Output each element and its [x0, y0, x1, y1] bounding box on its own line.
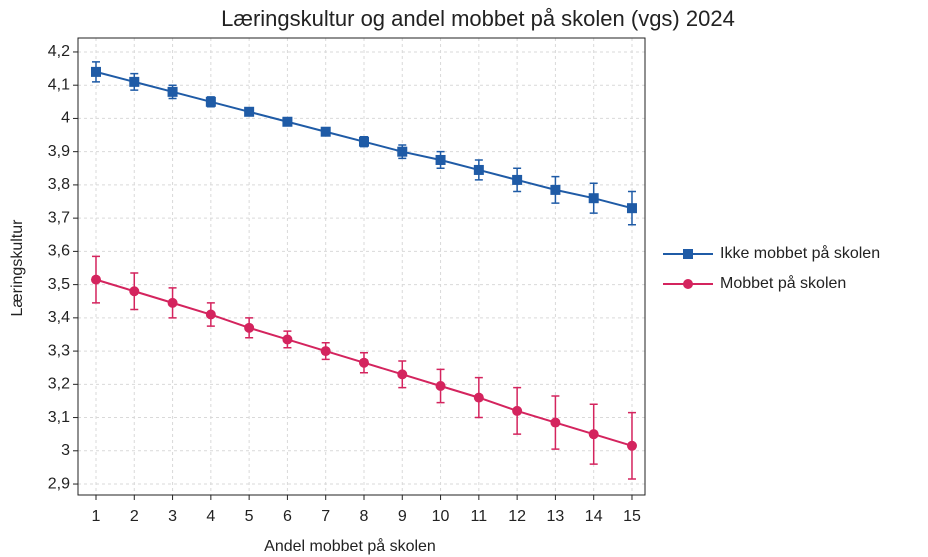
- legend-marker: [683, 249, 693, 259]
- marker: [205, 309, 216, 320]
- y-tick-label: 3,1: [48, 409, 70, 426]
- x-tick-label: 2: [130, 508, 139, 525]
- y-tick-label: 3: [61, 442, 70, 459]
- y-tick-label: 3,3: [48, 342, 70, 359]
- marker: [358, 357, 369, 368]
- marker: [244, 322, 255, 333]
- x-axis-label: Andel mobbet på skolen: [264, 537, 436, 555]
- marker: [473, 392, 484, 403]
- y-tick-label: 3,6: [48, 243, 70, 260]
- marker: [588, 193, 599, 204]
- marker: [358, 136, 369, 147]
- marker: [512, 405, 523, 416]
- x-tick-label: 6: [283, 508, 292, 525]
- x-tick-label: 11: [471, 508, 488, 525]
- y-tick-label: 3,5: [48, 276, 70, 293]
- legend-label: Mobbet på skolen: [720, 274, 846, 292]
- x-tick-label: 12: [508, 508, 526, 525]
- y-tick-label: 4,1: [48, 76, 70, 93]
- x-tick-label: 14: [585, 508, 603, 525]
- y-tick-label: 2,9: [48, 475, 70, 492]
- marker: [626, 440, 637, 451]
- x-tick-label: 5: [245, 508, 254, 525]
- marker: [626, 203, 637, 214]
- marker: [90, 274, 101, 285]
- marker: [282, 334, 293, 345]
- marker: [550, 184, 561, 195]
- marker: [397, 146, 408, 157]
- x-tick-label: 13: [547, 508, 565, 525]
- legend-marker: [683, 279, 693, 289]
- marker: [282, 116, 293, 127]
- marker: [473, 164, 484, 175]
- x-tick-label: 1: [92, 508, 101, 525]
- marker: [129, 286, 140, 297]
- marker: [205, 96, 216, 107]
- marker: [550, 417, 561, 428]
- marker: [435, 154, 446, 165]
- chart-title: Læringskultur og andel mobbet på skolen …: [221, 6, 735, 31]
- x-tick-label: 4: [206, 508, 215, 525]
- marker: [244, 106, 255, 117]
- y-tick-label: 4,2: [48, 43, 70, 60]
- marker: [397, 369, 408, 380]
- x-tick-label: 9: [398, 508, 407, 525]
- plot-frame: [77, 37, 646, 496]
- y-tick-label: 3,7: [48, 209, 70, 226]
- marker: [167, 86, 178, 97]
- y-tick-label: 3,9: [48, 143, 70, 160]
- legend-label: Ikke mobbet på skolen: [720, 244, 880, 262]
- y-tick-label: 3,2: [48, 376, 70, 393]
- marker: [588, 429, 599, 440]
- marker: [90, 66, 101, 77]
- x-tick-label: 3: [168, 508, 177, 525]
- x-tick-label: 8: [360, 508, 369, 525]
- marker: [435, 380, 446, 391]
- x-tick-label: 7: [321, 508, 330, 525]
- marker: [167, 297, 178, 308]
- marker: [320, 126, 331, 137]
- x-tick-label: 15: [623, 508, 641, 525]
- marker: [320, 346, 331, 357]
- y-tick-label: 4: [61, 110, 70, 127]
- y-tick-label: 3,8: [48, 176, 70, 193]
- x-tick-label: 10: [432, 508, 450, 525]
- y-tick-label: 3,4: [48, 309, 70, 326]
- marker: [129, 76, 140, 87]
- y-axis-label: Læringskultur: [9, 219, 26, 317]
- marker: [512, 174, 523, 185]
